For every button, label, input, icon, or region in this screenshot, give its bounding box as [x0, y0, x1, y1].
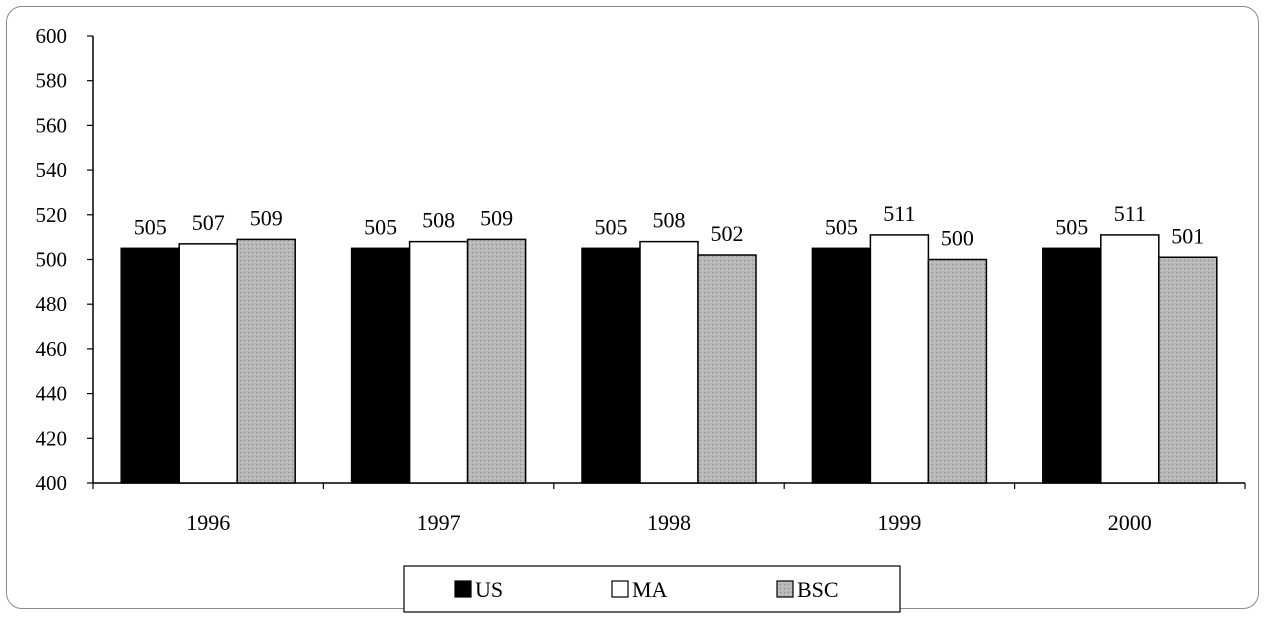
y-tick-label: 420 [36, 426, 68, 450]
data-labels: 505 507 509 505 508 509 505 508 502 505 511 500 505 5… [134, 201, 1205, 251]
legend-label-bsc: BSC [797, 577, 839, 602]
x-category-label: 1996 [186, 510, 230, 535]
data-label-bsc-2000: 501 [1171, 223, 1204, 248]
x-category-label: 1997 [417, 510, 461, 535]
legend-swatch-us [454, 580, 472, 598]
bar-ma-1998 [639, 240, 699, 484]
legend-swatch-ma [611, 580, 629, 598]
legend-label-us: US [475, 577, 503, 602]
bar-ma-1999 [869, 234, 930, 484]
data-label-bsc-1999: 500 [941, 226, 974, 251]
data-label-us-1999: 505 [825, 214, 858, 239]
y-tick-label: 500 [36, 248, 68, 272]
y-tick-label: 540 [36, 158, 68, 182]
x-category-label: 1998 [647, 510, 691, 535]
bar-bsc-2000 [1158, 256, 1218, 484]
bar-us-1997 [350, 247, 411, 484]
bar-ma-1997 [408, 240, 469, 484]
x-category-label: 1999 [877, 510, 921, 535]
bar-us-1996 [120, 247, 180, 484]
data-label-us-2000: 505 [1055, 214, 1088, 239]
legend-label-ma: MA [632, 577, 668, 602]
legend-swatch-bsc [776, 580, 794, 598]
data-label-us-1996: 505 [134, 214, 167, 239]
data-label-bsc-1997: 509 [480, 205, 513, 230]
bar-bsc-1999 [927, 258, 988, 484]
y-tick-label: 460 [36, 337, 68, 361]
bar-ma-1996 [178, 243, 238, 484]
bar-bsc-1996 [236, 238, 296, 484]
y-tick-label: 600 [36, 24, 68, 48]
x-axis-categories: 1996 1997 1998 1999 2000 [186, 510, 1152, 535]
y-tick-label: 520 [36, 203, 68, 227]
bar-us-1999 [811, 247, 872, 484]
data-label-us-1997: 505 [364, 214, 397, 239]
data-label-bsc-1998: 502 [711, 221, 744, 246]
bar-ma-2000 [1100, 234, 1160, 484]
data-label-ma-1998: 508 [653, 208, 686, 233]
bars [120, 234, 1218, 484]
legend-box [403, 565, 901, 613]
bar-bsc-1998 [697, 254, 757, 484]
y-tick-label: 480 [36, 292, 68, 316]
legend: US MA BSC [403, 565, 901, 613]
data-label-ma-1997: 508 [422, 208, 455, 233]
data-label-bsc-1996: 509 [250, 205, 283, 230]
data-label-ma-1999: 511 [883, 201, 915, 226]
bar-bsc-1997 [466, 238, 527, 484]
data-label-us-1998: 505 [595, 214, 628, 239]
bar-us-2000 [1042, 247, 1102, 484]
data-label-ma-1996: 507 [192, 210, 225, 235]
y-tick-label: 400 [36, 471, 68, 495]
x-category-label: 2000 [1108, 510, 1152, 535]
y-tick-label: 580 [36, 69, 68, 93]
y-tick-label: 560 [36, 113, 68, 137]
y-tick-label: 440 [36, 382, 68, 406]
bar-us-1998 [581, 247, 641, 484]
data-label-ma-2000: 511 [1114, 201, 1146, 226]
